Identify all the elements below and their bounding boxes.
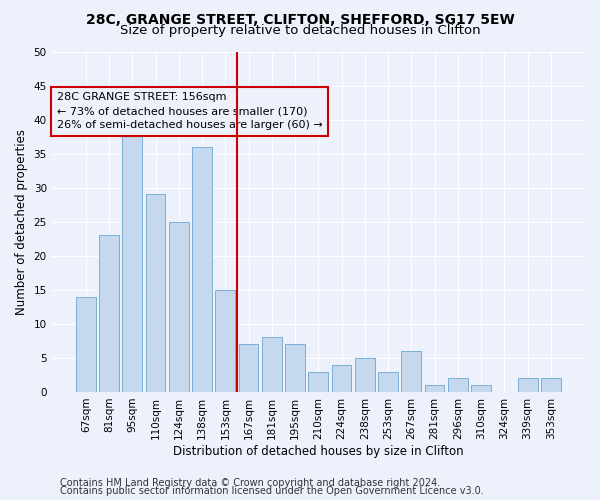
Bar bbox=[239, 344, 259, 392]
Bar bbox=[355, 358, 375, 392]
Bar bbox=[401, 351, 421, 392]
Bar bbox=[146, 194, 166, 392]
Text: 28C GRANGE STREET: 156sqm
← 73% of detached houses are smaller (170)
26% of semi: 28C GRANGE STREET: 156sqm ← 73% of detac… bbox=[57, 92, 323, 130]
Bar bbox=[378, 372, 398, 392]
Bar bbox=[76, 296, 95, 392]
Bar bbox=[285, 344, 305, 392]
Bar bbox=[308, 372, 328, 392]
Bar bbox=[192, 147, 212, 392]
Bar bbox=[169, 222, 188, 392]
Bar bbox=[99, 236, 119, 392]
Bar bbox=[518, 378, 538, 392]
X-axis label: Distribution of detached houses by size in Clifton: Distribution of detached houses by size … bbox=[173, 444, 464, 458]
Bar bbox=[541, 378, 561, 392]
Text: 28C, GRANGE STREET, CLIFTON, SHEFFORD, SG17 5EW: 28C, GRANGE STREET, CLIFTON, SHEFFORD, S… bbox=[86, 12, 514, 26]
Bar bbox=[215, 290, 235, 392]
Bar bbox=[425, 385, 445, 392]
Bar bbox=[332, 364, 352, 392]
Bar bbox=[122, 113, 142, 392]
Bar bbox=[471, 385, 491, 392]
Y-axis label: Number of detached properties: Number of detached properties bbox=[15, 128, 28, 314]
Text: Size of property relative to detached houses in Clifton: Size of property relative to detached ho… bbox=[119, 24, 481, 37]
Bar bbox=[448, 378, 468, 392]
Text: Contains public sector information licensed under the Open Government Licence v3: Contains public sector information licen… bbox=[60, 486, 484, 496]
Text: Contains HM Land Registry data © Crown copyright and database right 2024.: Contains HM Land Registry data © Crown c… bbox=[60, 478, 440, 488]
Bar bbox=[262, 338, 282, 392]
